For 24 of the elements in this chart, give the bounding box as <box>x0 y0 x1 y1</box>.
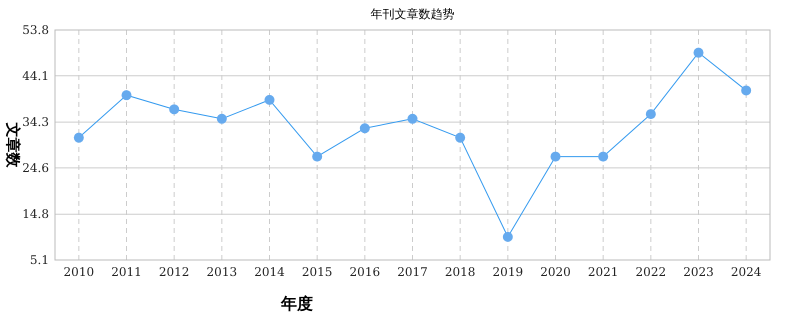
x-tick-label: 2010 <box>64 265 94 279</box>
y-tick-label: 14.8 <box>22 207 49 222</box>
x-tick-label: 2018 <box>444 265 476 279</box>
y-tick-label: 5.1 <box>30 253 49 267</box>
x-tick-label: 2023 <box>683 265 714 279</box>
x-tick-label: 2014 <box>254 265 286 279</box>
x-tick-label: 2017 <box>397 265 428 279</box>
x-axis-title: 年度 <box>280 294 313 313</box>
x-tick-label: 2021 <box>588 265 618 279</box>
x-tick-label: 2024 <box>730 265 762 279</box>
y-tick-label: 53.8 <box>22 23 49 37</box>
x-tick-label: 2020 <box>540 265 571 279</box>
x-tick-label: 2011 <box>111 265 142 279</box>
x-tick-label: 2019 <box>492 265 524 279</box>
y-tick-label: 34.3 <box>22 115 49 130</box>
y-tick-label: 44.1 <box>22 68 49 83</box>
chart-title: 年刊文章数趋势 <box>370 7 454 21</box>
x-tick-label: 2015 <box>302 265 332 279</box>
x-tick-label: 2012 <box>158 265 190 279</box>
x-tick-label: 2022 <box>636 265 666 279</box>
y-axis-title: 文章数 <box>4 122 22 168</box>
x-tick-label: 2013 <box>206 265 238 279</box>
y-tick-label: 24.6 <box>22 160 49 175</box>
x-tick-label: 2016 <box>350 265 380 279</box>
